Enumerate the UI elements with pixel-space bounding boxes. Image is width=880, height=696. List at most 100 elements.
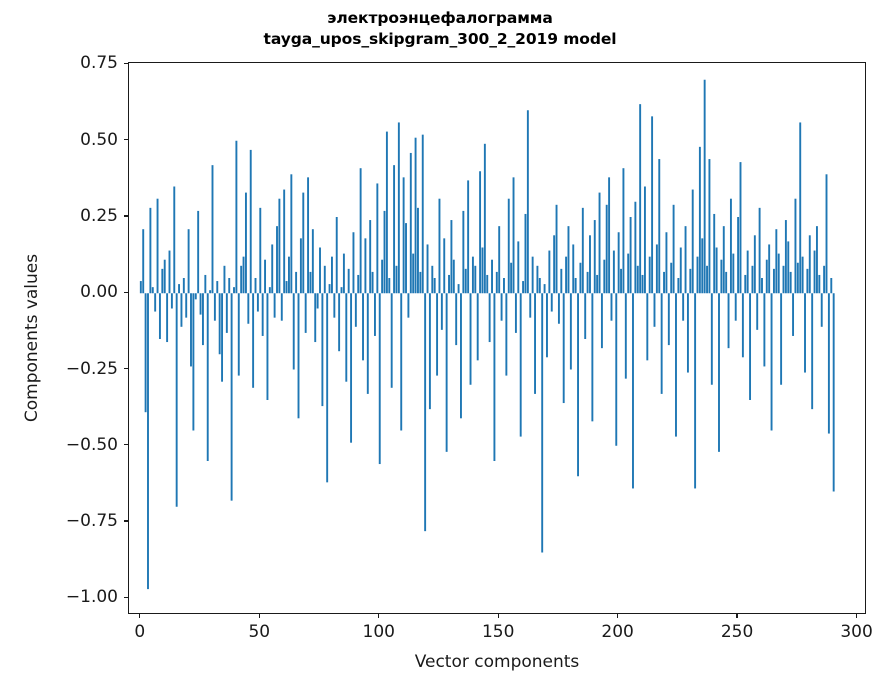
bar [354,293,357,327]
bar [249,149,252,294]
bar [314,293,317,343]
bar [600,293,603,349]
bar [713,213,716,294]
bar [295,271,298,294]
bar [488,293,491,343]
bar [524,213,527,294]
bar [225,293,228,333]
bar [646,293,649,361]
bar [350,293,353,443]
bar [290,174,293,294]
bar [510,262,513,294]
bar [636,265,639,294]
bar [677,278,680,294]
x-tick-label: 300 [840,622,873,642]
bar [686,293,689,373]
bar [139,281,142,294]
bar [412,253,415,294]
bar [761,278,763,294]
bar [768,244,771,294]
bar [701,238,704,294]
bar [565,256,568,294]
bar [670,262,673,294]
bar [777,253,780,294]
bar [789,271,792,294]
x-tick-label: 200 [601,622,634,642]
bar [667,293,670,346]
bar [464,268,467,294]
bar [799,122,802,294]
bar [395,265,398,294]
bar [591,293,594,422]
x-tick-label: 100 [362,622,395,642]
bar [216,281,219,294]
bar [309,271,312,294]
x-tick-label: 150 [481,622,515,642]
bar [729,198,732,294]
bar [421,134,424,294]
bar [641,274,644,294]
y-tick-label: −0.50 [65,434,118,455]
bar [342,253,345,294]
bar [765,259,768,294]
bar [419,271,422,294]
bar [574,278,577,294]
bar [753,235,756,294]
bar [254,278,257,294]
bar [299,238,302,294]
bar [536,265,539,294]
bar [323,265,326,294]
bar [796,262,799,294]
bar [156,198,159,294]
bar [725,271,728,294]
bar [206,293,209,461]
bar [694,293,697,489]
bar [166,293,169,343]
y-tick-label: 0.50 [80,129,118,150]
bar [235,140,238,294]
bar [185,293,188,318]
bar [746,250,749,294]
x-axis-label: Vector components [414,652,580,672]
bar [292,293,295,370]
y-tick-mark [124,367,128,370]
bar [832,293,835,492]
bar [252,293,255,388]
plot-area [128,62,866,614]
bar [440,293,443,330]
bar [321,293,324,407]
bar [550,293,553,312]
bar [538,278,541,294]
bar [660,293,663,394]
bar [383,210,386,294]
bar [436,293,439,376]
y-tick-mark [124,62,128,65]
bar [247,293,250,324]
bar [632,293,634,489]
bar [197,210,200,294]
bar [209,290,212,294]
bar [450,220,453,294]
bar [366,293,369,394]
bar [498,226,501,294]
bar [586,271,589,294]
bar [149,207,152,294]
bar [784,220,787,294]
bar [486,274,489,294]
y-tick-label: 0.25 [80,205,118,226]
bar [240,265,243,294]
bar [665,232,668,294]
bar [534,293,536,394]
bar [500,293,503,321]
bar [237,293,240,376]
bar [374,293,376,336]
bar [338,293,341,352]
bar [684,226,687,294]
bar [651,116,654,294]
bar [593,220,596,294]
bar [328,284,331,294]
bar [452,259,455,294]
bar [577,293,579,477]
bar [319,247,321,294]
bar [806,268,809,294]
